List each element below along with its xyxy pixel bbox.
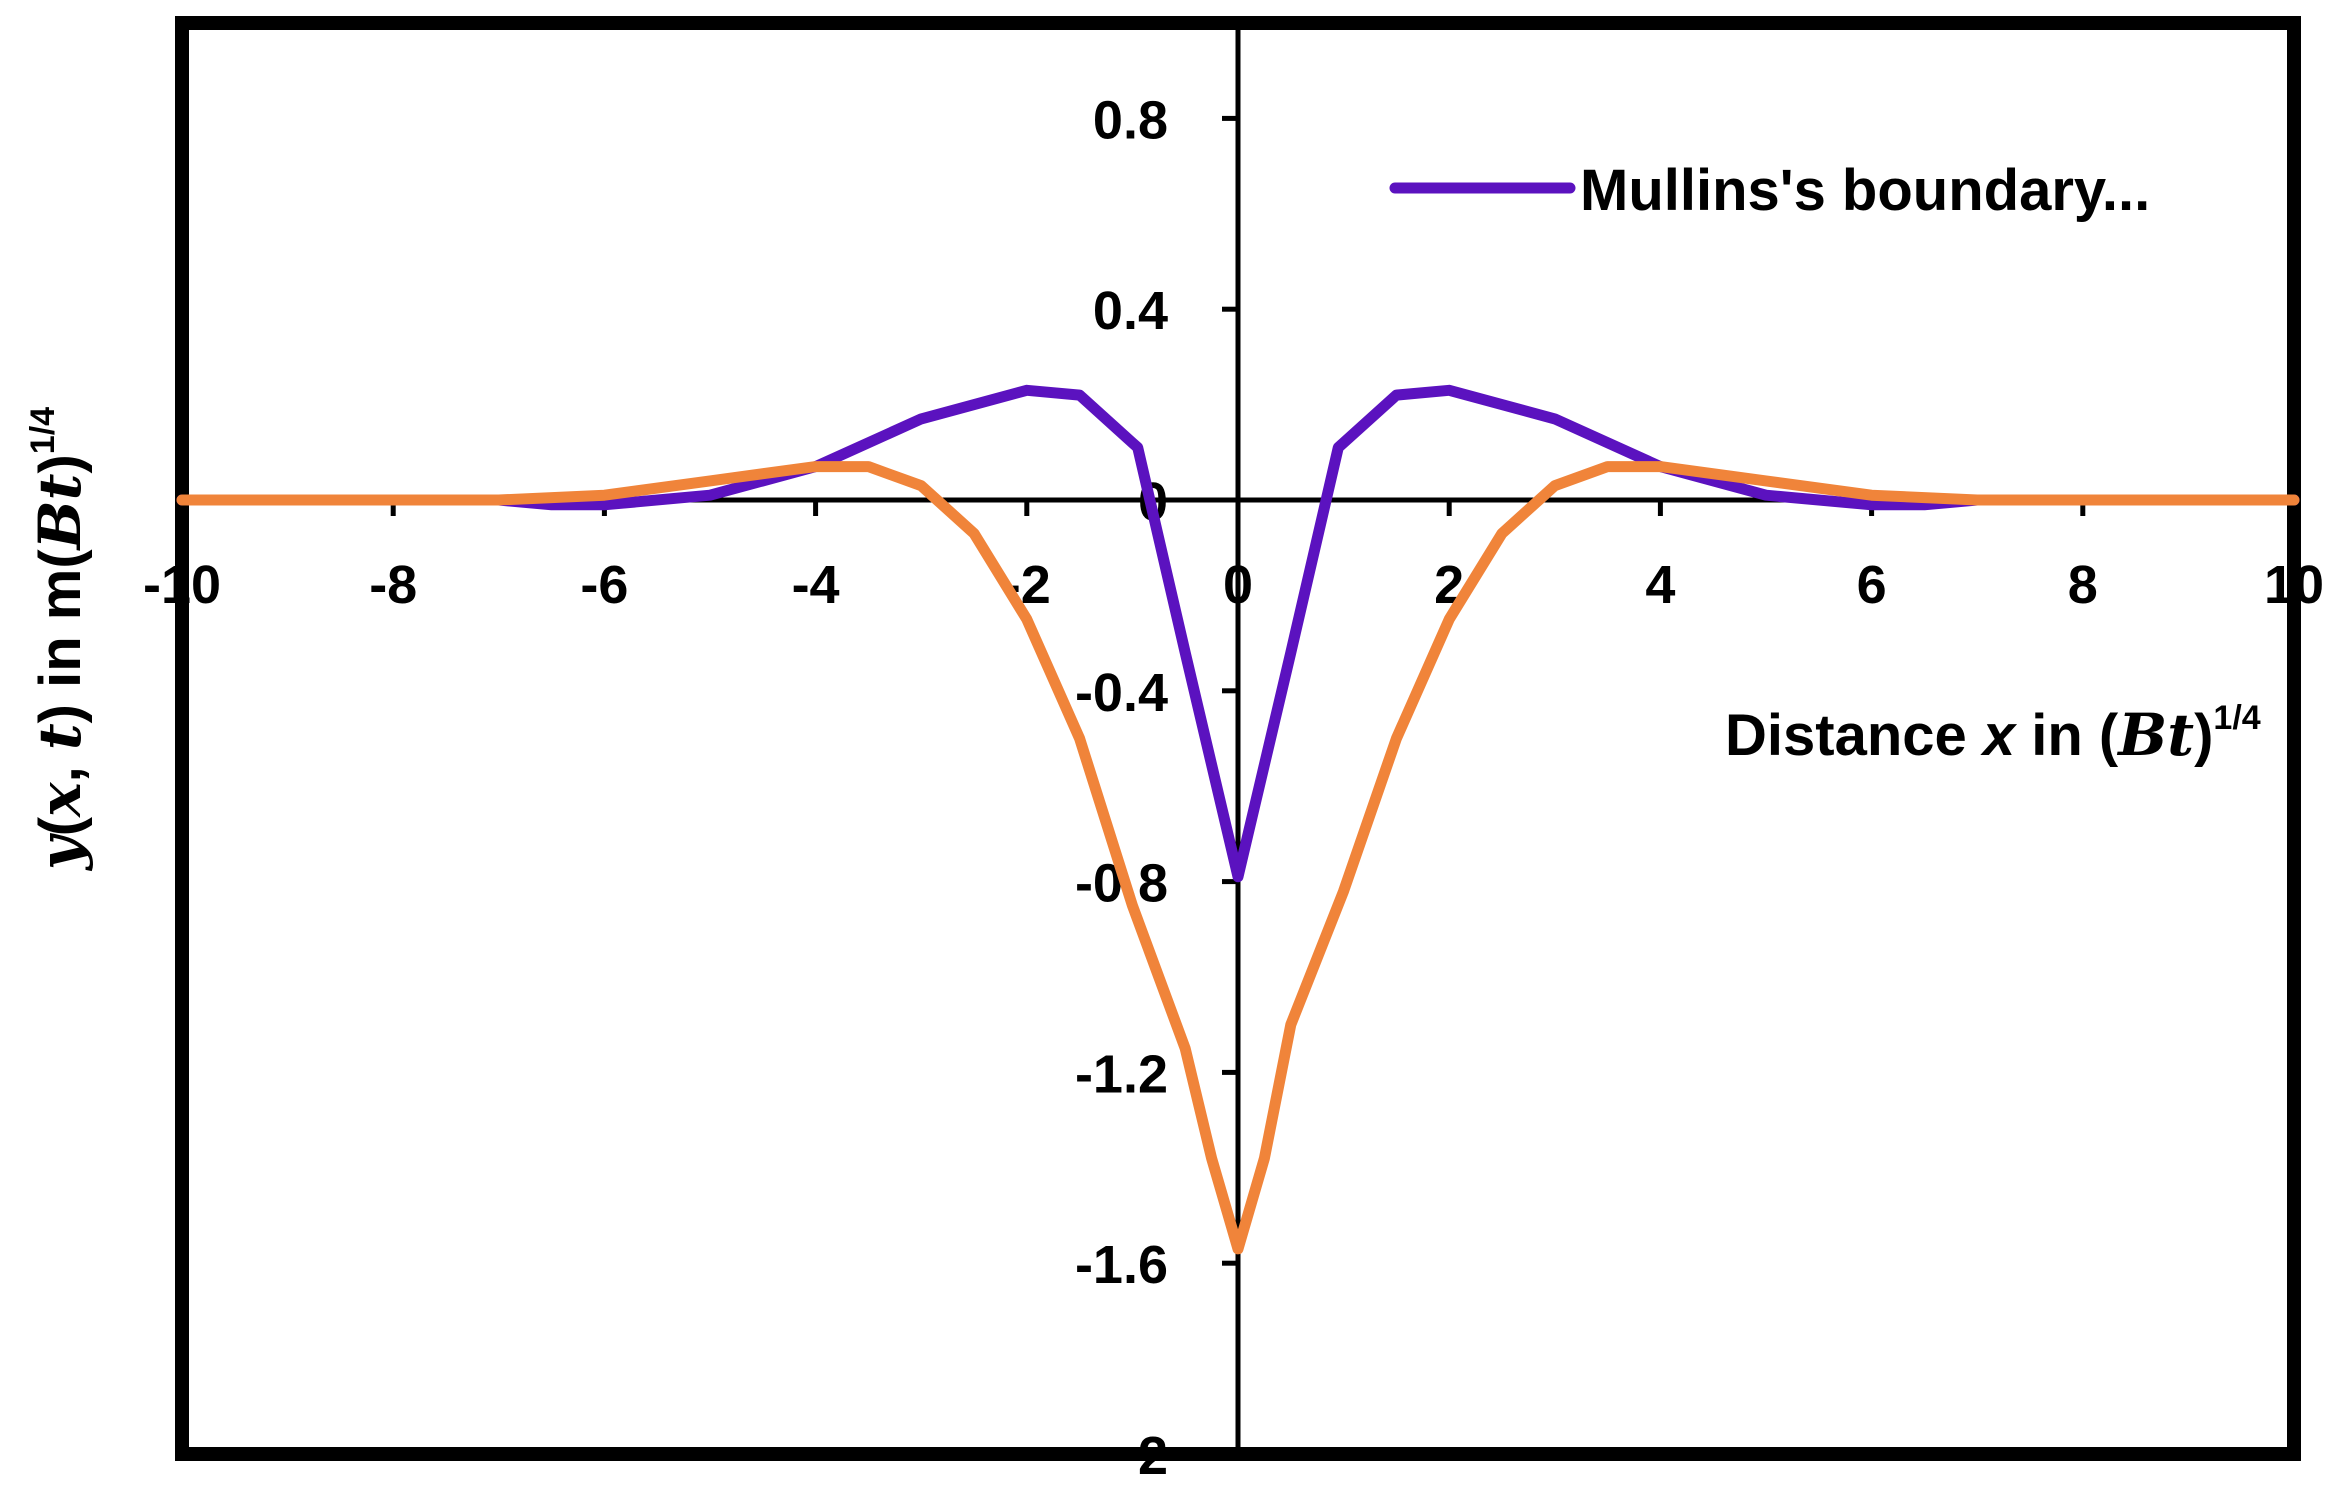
y-tick-label: -1.6 — [1075, 1235, 1168, 1295]
series-line-2 — [176, 461, 2300, 1255]
y-axis-title-mid: ) in m( — [28, 549, 93, 724]
y-axis-title-comma: , — [28, 750, 93, 782]
x-axis-title-prefix: Distance — [1725, 703, 1983, 768]
y-axis-title: y(x, t) in m(Bt)1/4 — [24, 407, 94, 872]
series-lines — [176, 384, 2300, 1255]
x-axis-title-sup: 1/4 — [2213, 699, 2260, 737]
legend-label: Mullins's boundary... — [1580, 158, 2150, 223]
legend: Mullins's boundary... — [1389, 158, 2150, 223]
series-line-1 — [176, 384, 2300, 883]
y-tick-label: 0.8 — [1093, 90, 1168, 150]
y-tick-label: -0.4 — [1075, 663, 1168, 723]
y-tick-label: -1.2 — [1075, 1044, 1168, 1104]
x-tick-label: 10 — [2264, 555, 2324, 615]
y-tick-label: 0.4 — [1093, 281, 1168, 341]
y-axis-title-func: y — [26, 832, 94, 872]
y-axis-title-sup: 1/4 — [24, 407, 62, 454]
y-axis-title-arg2: t — [26, 723, 94, 750]
x-tick-label: -10 — [143, 555, 221, 615]
x-tick-label: 4 — [1645, 555, 1675, 615]
x-tick-label: -8 — [369, 555, 417, 615]
x-axis-title-mid: in ( — [2015, 703, 2119, 768]
x-axis-title-var: x — [1980, 703, 2018, 768]
y-axis-title-open: ( — [28, 816, 93, 836]
x-axis-title: Distance x in (Bt)1/4 — [1725, 699, 2261, 769]
y-axis-title-suffix: ) — [28, 454, 93, 473]
x-axis-title-suffix: ) — [2194, 703, 2213, 768]
y-axis-title-arg1: x — [26, 781, 94, 819]
y-tick-label: 2 — [1138, 1426, 1168, 1486]
x-tick-label: -6 — [580, 555, 628, 615]
x-tick-label: -4 — [792, 555, 840, 615]
x-tick-label: 8 — [2068, 555, 2098, 615]
x-tick-label: 6 — [1857, 555, 1887, 615]
x-tick-label: 0 — [1223, 555, 1253, 615]
x-axis-title-expr: Bt — [2116, 701, 2194, 769]
y-axis-title-expr: Bt — [26, 473, 94, 551]
